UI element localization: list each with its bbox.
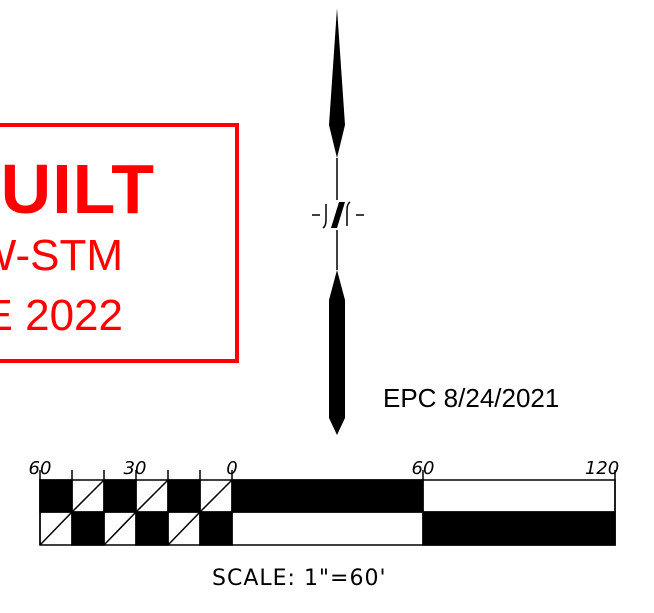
- scale-bar: [39, 470, 616, 546]
- as-built-stamp: AS-BUILT NEW-STM JUNE 2022: [0, 123, 239, 363]
- north-arrow-upper-needle: [329, 8, 345, 158]
- as-built-stamp-clip: AS-BUILT NEW-STM JUNE 2022: [0, 0, 249, 613]
- scale-tick-label: 60: [411, 458, 435, 479]
- stamp-subtitle: NEW-STM: [0, 231, 123, 280]
- scale-tick-label: 60: [28, 458, 52, 479]
- stamp-title: AS-BUILT: [0, 150, 155, 228]
- scale-tick-label: 30: [123, 458, 147, 479]
- scale-tick-label: 120: [584, 458, 620, 479]
- scale-caption: SCALE: 1"=60': [212, 566, 387, 591]
- north-arrow-lower-needle: [329, 270, 345, 435]
- scale-tick-label: 0: [226, 458, 238, 479]
- epc-note: EPC 8/24/2021: [383, 383, 560, 413]
- north-arrow-symbol: [312, 201, 364, 229]
- stamp-date: JUNE 2022: [0, 291, 123, 340]
